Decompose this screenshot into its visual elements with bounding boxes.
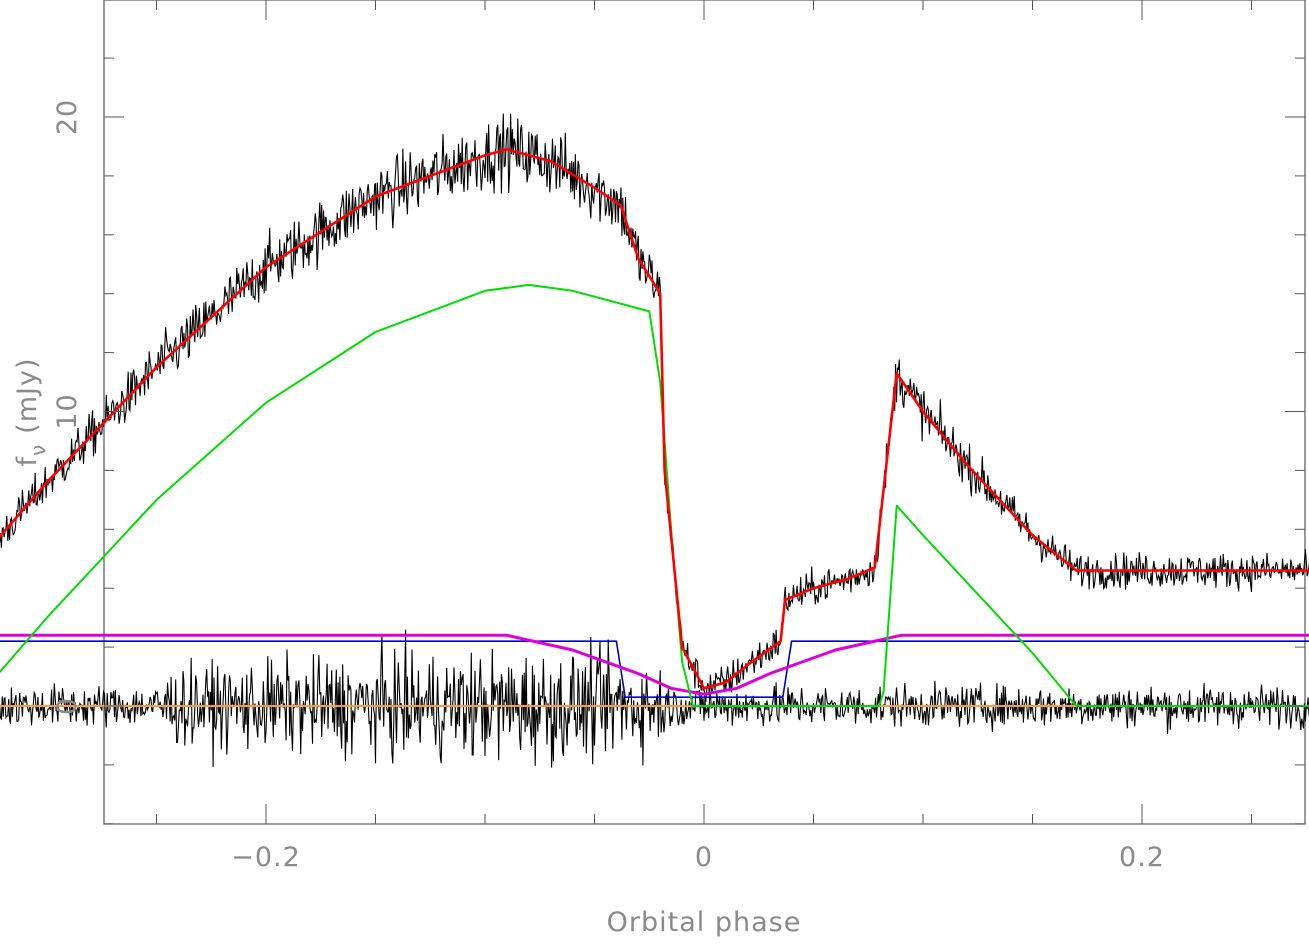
- x-tick-label: 0.2: [1119, 842, 1165, 873]
- series-bright-spot: [0, 283, 1309, 707]
- y-axis-label-unit: (mJy): [12, 358, 43, 434]
- series-observed-flux: [0, 113, 1309, 702]
- series-residuals: [0, 629, 1309, 768]
- observed-data-layer: [0, 113, 1309, 768]
- svg-text:fν(mJy): fν (mJy): [12, 358, 50, 467]
- y-axis-label-subscript: ν: [26, 444, 50, 456]
- y-axis: 0 10 20: [52, 57, 1305, 825]
- model-series-layer: [0, 148, 1309, 707]
- y-tick-label: 10: [52, 393, 83, 429]
- y-tick-label: 20: [52, 99, 83, 135]
- y-axis-label-main: f: [12, 456, 43, 467]
- x-tick-label: −0.2: [231, 842, 301, 873]
- x-tick-label: 0: [695, 842, 713, 873]
- x-axis: −0.4−0.200.20.4: [156, 0, 1252, 873]
- y-tick-label: 0: [52, 697, 83, 715]
- y-axis-label: fν (mJy): [12, 358, 50, 467]
- series-disc: [0, 633, 1309, 696]
- series-total-model: [0, 148, 1309, 690]
- series-white-dwarf: [0, 640, 1309, 699]
- x-axis-label: Orbital phase: [607, 907, 802, 938]
